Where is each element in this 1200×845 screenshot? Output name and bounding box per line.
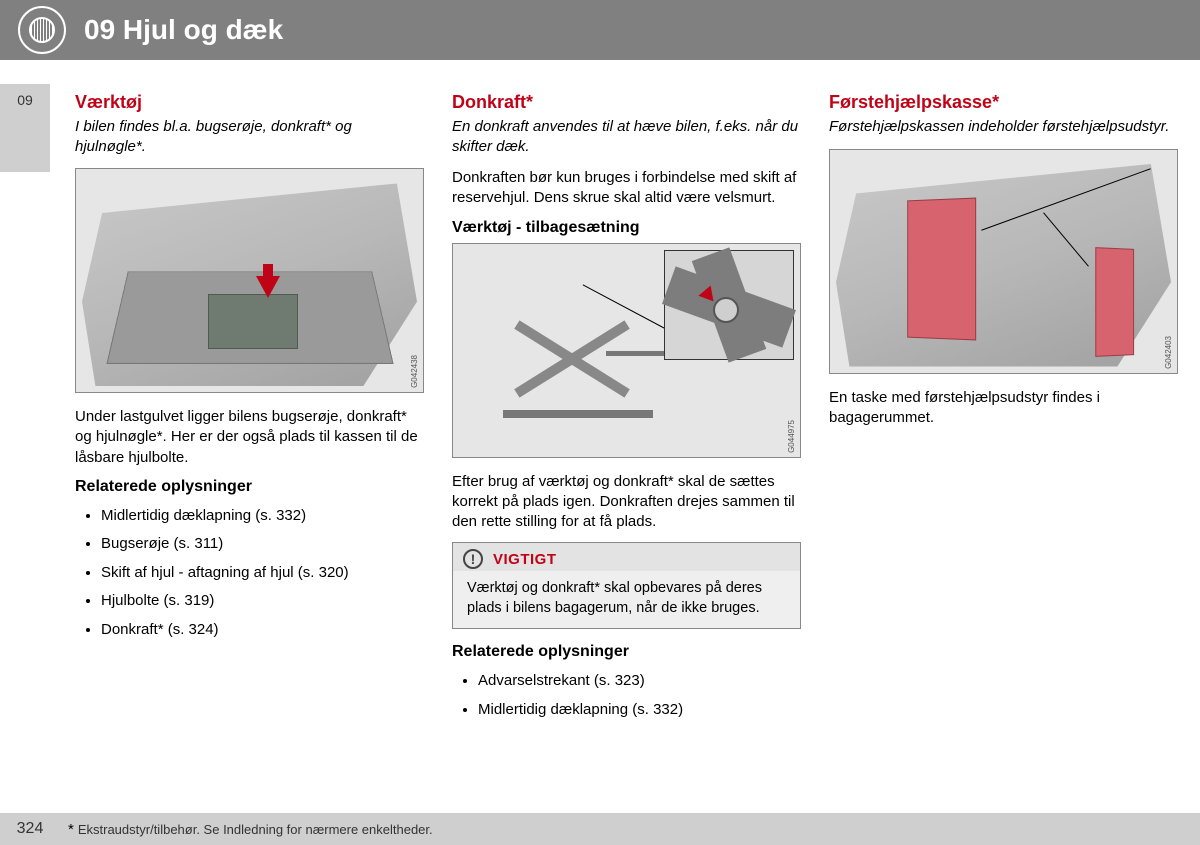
header-bar: 09 Hjul og dæk xyxy=(0,0,1200,60)
content-area: Værktøj I bilen findes bl.a. bugserøje, … xyxy=(75,92,1178,790)
note-body: Værktøj og donkraft* skal opbevares på d… xyxy=(453,571,800,628)
list-item: Bugserøje (s. 311) xyxy=(101,530,424,559)
tire-icon xyxy=(29,17,55,43)
figure-jack: G044975 xyxy=(452,243,801,458)
callout-detail xyxy=(664,250,794,360)
related-list: Midlertidig dæklapning (s. 332) Bugserøj… xyxy=(75,502,424,645)
list-item: Midlertidig dæklapning (s. 332) xyxy=(101,502,424,531)
chapter-tab: 09 xyxy=(0,84,50,172)
arrow-down-icon xyxy=(256,276,280,298)
section-title: Værktøj xyxy=(75,92,424,113)
subsection-heading: Værktøj - tilbagesætning xyxy=(452,219,801,237)
figure-code: G044975 xyxy=(787,420,796,453)
page-number: 324 xyxy=(0,820,60,838)
section-intro: I bilen findes bl.a. bugserøje, donkraft… xyxy=(75,117,424,156)
tire-chapter-icon xyxy=(18,6,66,54)
footnote-star: * xyxy=(68,821,74,838)
body-text: Under lastgulvet ligger bilens bugserøje… xyxy=(75,407,424,468)
footnote-text: Ekstraudstyr/tilbehør. Se Indledning for… xyxy=(78,822,433,837)
figure-code: G042438 xyxy=(410,355,419,388)
list-item: Skift af hjul - aftagning af hjul (s. 32… xyxy=(101,559,424,588)
related-list: Advarselstrekant (s. 323) Midlertidig dæ… xyxy=(452,667,801,724)
list-item: Midlertidig dæklapning (s. 332) xyxy=(478,696,801,725)
section-intro: Førstehjælpskassen indeholder førstehjæl… xyxy=(829,117,1178,137)
page-footer: 324 * Ekstraudstyr/tilbehør. Se Indledni… xyxy=(0,813,1200,845)
important-icon: ! xyxy=(463,549,483,569)
column-tools: Værktøj I bilen findes bl.a. bugserøje, … xyxy=(75,92,424,790)
list-item: Donkraft* (s. 324) xyxy=(101,616,424,645)
related-heading: Relaterede oplysninger xyxy=(452,643,801,661)
figure-code: G042403 xyxy=(1164,336,1173,369)
list-item: Hjulbolte (s. 319) xyxy=(101,587,424,616)
first-aid-box-icon xyxy=(908,197,977,340)
body-text: Donkraften bør kun bruges i forbindelse … xyxy=(452,168,801,209)
column-firstaid: Førstehjælpskasse* Førstehjælpskassen in… xyxy=(829,92,1178,790)
first-aid-box-icon xyxy=(1096,247,1135,357)
section-title: Donkraft* xyxy=(452,92,801,113)
figure-trunk-tools: G042438 xyxy=(75,168,424,393)
column-jack: Donkraft* En donkraft anvendes til at hæ… xyxy=(452,92,801,790)
important-note: ! VIGTIGT Værktøj og donkraft* skal opbe… xyxy=(452,542,801,629)
section-title: Førstehjælpskasse* xyxy=(829,92,1178,113)
list-item: Advarselstrekant (s. 323) xyxy=(478,667,801,696)
note-title: VIGTIGT xyxy=(493,551,557,568)
related-heading: Relaterede oplysninger xyxy=(75,478,424,496)
figure-firstaid-kit: G042403 xyxy=(829,149,1178,374)
body-text: En taske med førstehjælpsudstyr findes i… xyxy=(829,388,1178,429)
section-intro: En donkraft anvendes til at hæve bilen, … xyxy=(452,117,801,156)
body-text: Efter brug af værktøj og donkraft* skal … xyxy=(452,472,801,533)
chapter-title: 09 Hjul og dæk xyxy=(84,14,283,46)
